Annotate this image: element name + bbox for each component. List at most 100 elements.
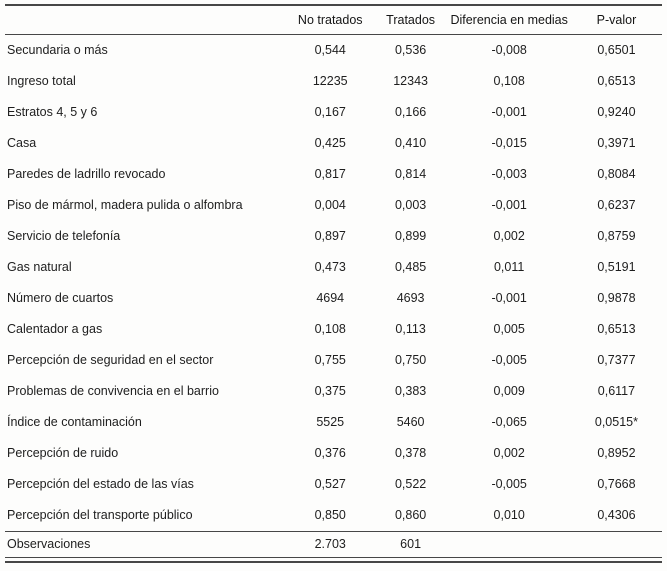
cell-no-tratados: 0,167	[314, 105, 346, 119]
row-label: Observaciones	[5, 531, 287, 558]
cell-p-valor: 0,9878	[597, 291, 636, 305]
cell-diferencia: 0,009	[493, 384, 525, 398]
cell-p-valor: 0,4306	[597, 508, 636, 522]
table-row: Percepción del transporte público 0,850 …	[5, 500, 662, 532]
cell-tratados: 0,003	[394, 198, 427, 212]
cell-tratados: 0,899	[394, 229, 427, 243]
cell-no-tratados: 0,755	[314, 353, 346, 367]
cell-no-tratados: 0,897	[314, 229, 346, 243]
cell-diferencia: -0,008	[491, 43, 527, 57]
table-row: Percepción de seguridad en el sector 0,7…	[5, 345, 662, 376]
cell-tratados: 601	[373, 531, 448, 558]
cell-p-valor: 0,8759	[597, 229, 636, 243]
col-header-variable	[5, 5, 287, 35]
row-label: Estratos 4, 5 y 6	[7, 105, 98, 119]
cell-no-tratados: 0,108	[314, 322, 346, 336]
cell-no-tratados: 0,425	[314, 136, 346, 150]
table-footer: Observaciones 2.703 601	[5, 531, 662, 558]
cell-tratados: 0,113	[395, 322, 426, 336]
col-header-diferencia: Diferencia en medias	[447, 5, 571, 35]
cell-tratados: 0,814	[394, 167, 427, 181]
cell-diferencia: 0,010	[493, 508, 525, 522]
row-label: Calentador a gas	[7, 322, 103, 336]
cell-tratados: 0,383	[394, 384, 427, 398]
cell-diferencia: -0,001	[491, 291, 527, 305]
cell-p-valor: 0,6513	[597, 322, 636, 336]
table-row: Percepción de ruido 0,376 0,378 0,002 0,…	[5, 438, 662, 469]
table-row: Calentador a gas 0,108 0,113 0,005 0,651…	[5, 314, 662, 345]
table-row: Piso de mármol, madera pulida o alfombra…	[5, 190, 662, 221]
cell-no-tratados: 5525	[316, 415, 345, 429]
cell-p-valor	[570, 531, 662, 558]
cell-tratados: 0,750	[394, 353, 427, 367]
cell-diferencia: 0,011	[493, 260, 525, 274]
cell-diferencia: -0,001	[491, 105, 527, 119]
table-row: Estratos 4, 5 y 6 0,167 0,166 -0,001 0,9…	[5, 97, 662, 128]
cell-no-tratados: 0,004	[314, 198, 346, 212]
cell-diferencia	[447, 531, 571, 558]
cell-p-valor: 0,5191	[597, 260, 636, 274]
table-body: Secundaria o más 0,544 0,536 -0,008 0,65…	[5, 35, 662, 532]
cell-p-valor: 0,6501	[597, 43, 636, 57]
cell-no-tratados: 4694	[316, 291, 345, 305]
cell-no-tratados: 2.703	[286, 531, 374, 558]
cell-diferencia: -0,003	[491, 167, 527, 181]
cell-tratados: 0,536	[394, 43, 427, 57]
cell-diferencia: 0,002	[493, 446, 525, 460]
col-header-no-tratados: No tratados	[286, 5, 374, 35]
table-bottom-rule	[5, 561, 662, 563]
cell-no-tratados: 0,817	[314, 167, 346, 181]
observations-row: Observaciones 2.703 601	[5, 531, 662, 558]
cell-p-valor: 0,6237	[597, 198, 636, 212]
row-label: Percepción de seguridad en el sector	[7, 353, 214, 367]
row-label: Problemas de convivencia en el barrio	[7, 384, 219, 398]
table-row: Casa 0,425 0,410 -0,015 0,3971	[5, 128, 662, 159]
cell-tratados: 12343	[393, 74, 428, 88]
cell-p-valor: 0,8952	[597, 446, 636, 460]
row-label: Ingreso total	[7, 74, 76, 88]
cell-tratados: 0,485	[394, 260, 427, 274]
row-label: Percepción del transporte público	[7, 508, 193, 522]
cell-p-valor: 0,9240	[597, 105, 636, 119]
cell-no-tratados: 0,473	[314, 260, 346, 274]
cell-p-valor: 0,8084	[597, 167, 636, 181]
table-row: Secundaria o más 0,544 0,536 -0,008 0,65…	[5, 35, 662, 67]
cell-p-valor: 0,3971	[597, 136, 636, 150]
table-row: Paredes de ladrillo revocado 0,817 0,814…	[5, 159, 662, 190]
balance-table: No tratados Tratados Diferencia en media…	[5, 4, 662, 558]
row-label: Número de cuartos	[7, 291, 114, 305]
cell-no-tratados: 0,850	[314, 508, 346, 522]
cell-diferencia: -0,001	[491, 198, 527, 212]
cell-tratados: 0,410	[394, 136, 427, 150]
cell-no-tratados: 12235	[312, 74, 348, 88]
cell-p-valor: 0,6117	[597, 384, 636, 398]
cell-diferencia: -0,065	[491, 415, 527, 429]
row-label: Servicio de telefonía	[7, 229, 121, 243]
cell-tratados: 4693	[396, 291, 425, 305]
row-label: Secundaria o más	[7, 43, 108, 57]
cell-diferencia: -0,005	[491, 353, 527, 367]
cell-diferencia: 0,002	[493, 229, 525, 243]
cell-p-valor: 0,6513	[597, 74, 636, 88]
cell-tratados: 0,166	[394, 105, 427, 119]
cell-no-tratados: 0,376	[314, 446, 346, 460]
cell-diferencia: -0,005	[491, 477, 527, 491]
cell-no-tratados: 0,375	[314, 384, 346, 398]
cell-diferencia: 0,005	[493, 322, 525, 336]
table-row: Número de cuartos 4694 4693 -0,001 0,987…	[5, 283, 662, 314]
row-label: Percepción de ruido	[7, 446, 119, 460]
table-row: Servicio de telefonía 0,897 0,899 0,002 …	[5, 221, 662, 252]
cell-tratados: 0,522	[394, 477, 427, 491]
table-row: Percepción del estado de las vías 0,527 …	[5, 469, 662, 500]
row-label: Índice de contaminación	[7, 415, 142, 429]
table-header: No tratados Tratados Diferencia en media…	[5, 5, 662, 35]
header-row: No tratados Tratados Diferencia en media…	[5, 5, 662, 35]
table-row: Problemas de convivencia en el barrio 0,…	[5, 376, 662, 407]
table-row: Gas natural 0,473 0,485 0,011 0,5191	[5, 252, 662, 283]
cell-p-valor: 0,7377	[597, 353, 636, 367]
cell-tratados: 5460	[396, 415, 425, 429]
cell-diferencia: 0,108	[493, 74, 525, 88]
cell-no-tratados: 0,527	[314, 477, 346, 491]
col-header-p-valor: P-valor	[570, 5, 662, 35]
